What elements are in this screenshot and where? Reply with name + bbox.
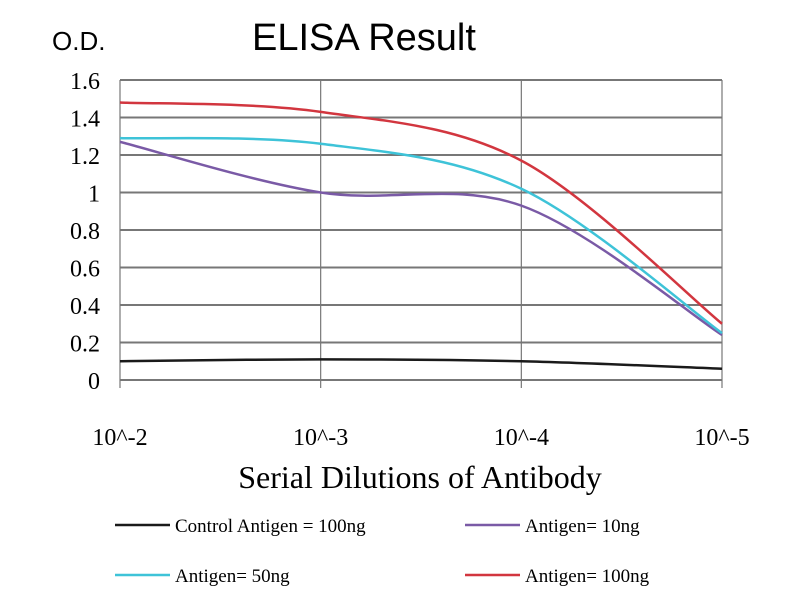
y-tick-label: 1.4 [70, 107, 100, 133]
y-tick-label: 1.2 [70, 144, 100, 170]
series-line [119, 136, 723, 335]
y-tick-label: 0.8 [70, 219, 100, 245]
x-tick-label: 10^-4 [494, 425, 549, 451]
series-line [119, 140, 723, 337]
y-axis-label: O.D. [52, 26, 105, 56]
y-tick-label: 0.6 [70, 257, 100, 283]
y-tick-label: 1 [88, 182, 100, 208]
legend-label: Antigen= 10ng [525, 516, 640, 537]
y-tick-label: 1.6 [70, 69, 100, 95]
y-tick-label: 0.2 [70, 332, 100, 358]
legend-label: Antigen= 100ng [525, 566, 650, 587]
series-line [119, 101, 723, 325]
y-tick-label: 0.4 [70, 294, 100, 320]
series-line [119, 358, 723, 370]
chart-title: ELISA Result [252, 17, 476, 59]
y-tick-label: 0 [88, 369, 100, 395]
legend-label: Antigen= 50ng [175, 566, 290, 587]
legend-label: Control Antigen = 100ng [175, 516, 366, 537]
x-tick-label: 10^-2 [92, 425, 147, 451]
x-tick-label: 10^-3 [293, 425, 348, 451]
x-tick-label: 10^-5 [694, 425, 749, 451]
x-axis-label: Serial Dilutions of Antibody [238, 459, 602, 495]
